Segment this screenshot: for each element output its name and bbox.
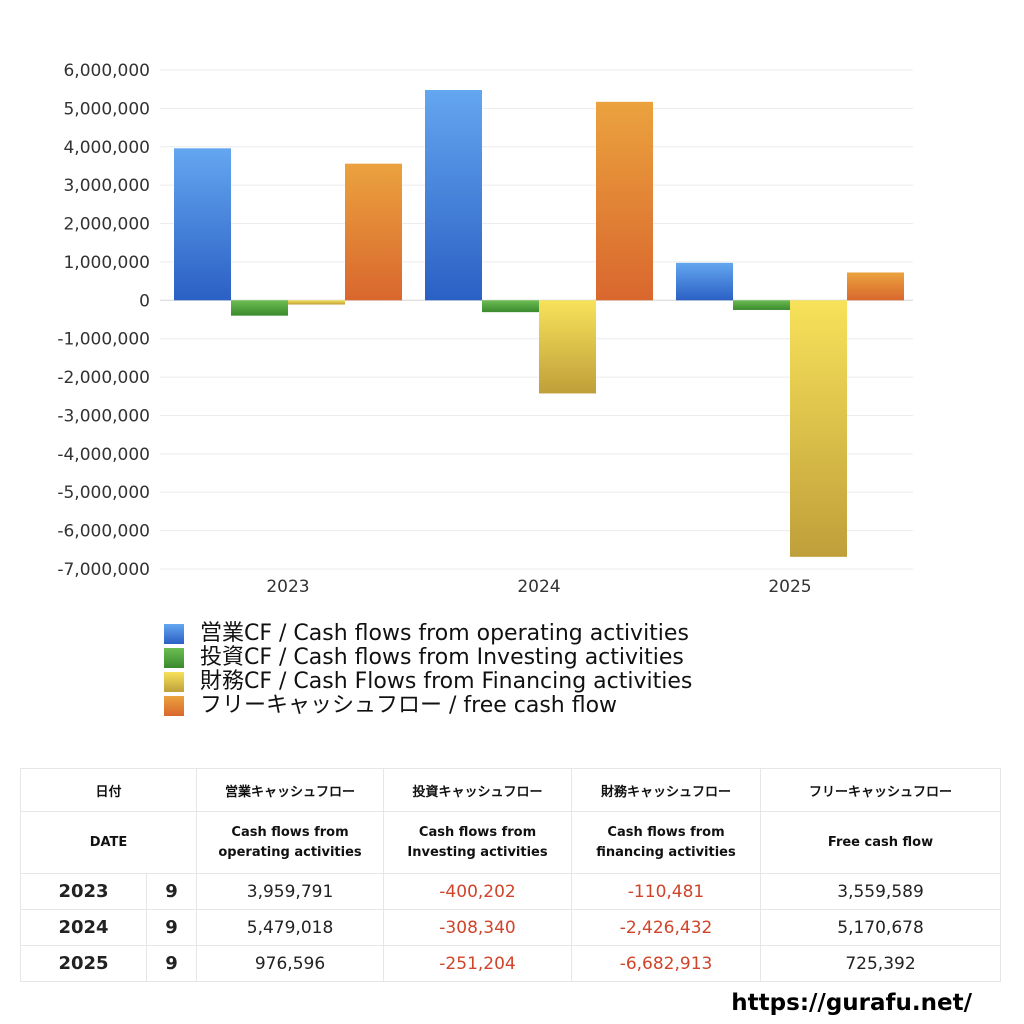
x-tick-label: 2025 bbox=[768, 577, 811, 597]
legend-label-free: フリーキャッシュフロー / free cash flow bbox=[200, 693, 618, 718]
row-financing: -2,426,432 bbox=[571, 909, 762, 946]
header-financing-jp: 財務キャッシュフロー bbox=[571, 768, 762, 812]
header-investing-jp: 投資キャッシュフロー bbox=[383, 768, 573, 812]
bar-financing-2024 bbox=[539, 300, 596, 394]
y-tick-label: -6,000,000 bbox=[57, 522, 150, 542]
row-month: 9 bbox=[145, 945, 198, 982]
row-year: 2024 bbox=[20, 909, 147, 946]
row-free: 5,170,678 bbox=[760, 909, 1002, 946]
legend-item-free: フリーキャッシュフロー / free cash flow bbox=[164, 694, 692, 718]
row-year: 2025 bbox=[20, 945, 147, 982]
legend-label-operating: 営業CF / Cash flows from operating activit… bbox=[200, 621, 689, 646]
row-operating: 3,959,791 bbox=[196, 873, 385, 910]
legend-swatch-operating bbox=[164, 624, 184, 644]
legend-item-financing: 財務CF / Cash Flows from Financing activit… bbox=[164, 670, 692, 694]
row-financing: -110,481 bbox=[571, 873, 762, 910]
bar-investing-2023 bbox=[231, 300, 288, 316]
bar-investing-2024 bbox=[482, 300, 539, 313]
legend-item-operating: 営業CF / Cash flows from operating activit… bbox=[164, 622, 692, 646]
header-financing-en-line1: Cash flows from bbox=[607, 824, 725, 840]
header-financing-en-line2: financing activities bbox=[596, 844, 736, 860]
grid-lines bbox=[160, 69, 913, 570]
bar-free-2023 bbox=[345, 163, 402, 301]
header-investing-en-line2: Investing activities bbox=[407, 844, 548, 860]
y-axis-ticks: 6,000,000 5,000,000 4,000,000 3,000,000 2,00… bbox=[57, 61, 150, 580]
y-tick-label: 6,000,000 bbox=[63, 61, 150, 81]
row-operating: 976,596 bbox=[196, 945, 385, 982]
y-tick-label: -3,000,000 bbox=[57, 406, 150, 426]
table-header-jp: 日付 営業キャッシュフロー 投資キャッシュフロー 財務キャッシュフロー フリーキ… bbox=[19, 768, 1002, 812]
row-financing: -6,682,913 bbox=[571, 945, 762, 982]
row-month: 9 bbox=[145, 873, 198, 910]
header-operating-jp: 営業キャッシュフロー bbox=[196, 768, 385, 812]
bar-financing-2025 bbox=[790, 300, 847, 557]
y-tick-label: 5,000,000 bbox=[63, 99, 150, 119]
row-operating: 5,479,018 bbox=[196, 909, 385, 946]
row-investing: -308,340 bbox=[383, 909, 573, 946]
header-date-jp: 日付 bbox=[19, 768, 198, 812]
x-tick-label: 2023 bbox=[266, 577, 309, 597]
y-tick-label: 0 bbox=[139, 291, 150, 311]
legend: 営業CF / Cash flows from operating activit… bbox=[164, 622, 692, 718]
legend-item-investing: 投資CF / Cash flows from Investing activit… bbox=[164, 646, 692, 670]
y-tick-label: -2,000,000 bbox=[57, 368, 150, 388]
site-url[interactable]: https://gurafu.net/ bbox=[731, 990, 972, 1016]
header-investing-en-line1: Cash flows from bbox=[418, 824, 537, 840]
y-tick-label: -7,000,000 bbox=[57, 560, 150, 580]
header-operating-en: Cash flows from operating activities bbox=[196, 811, 385, 874]
y-tick-label: -5,000,000 bbox=[57, 483, 150, 503]
bar-free-2024 bbox=[596, 101, 653, 301]
x-axis-ticks: 2023 2024 2025 bbox=[266, 577, 811, 597]
bar-operating-2024 bbox=[425, 89, 482, 301]
legend-label-financing: 財務CF / Cash Flows from Financing activit… bbox=[200, 669, 693, 694]
row-investing: -400,202 bbox=[383, 873, 573, 910]
bar-financing-2023 bbox=[288, 300, 345, 305]
header-free-jp: フリーキャッシュフロー bbox=[760, 768, 1002, 812]
header-date-en: DATE bbox=[19, 811, 198, 874]
x-tick-label: 2024 bbox=[517, 577, 560, 597]
y-tick-label: 1,000,000 bbox=[63, 253, 150, 273]
row-free: 3,559,589 bbox=[760, 873, 1002, 910]
bars bbox=[174, 89, 904, 557]
header-investing-en: Cash flows from Investing activities bbox=[383, 811, 573, 874]
table-row: 2023 9 3,959,791 -400,202 -110,481 3,559… bbox=[20, 873, 1002, 910]
header-operating-en-line1: Cash flows from bbox=[231, 824, 349, 840]
table-header-en: DATE Cash flows from operating activities… bbox=[19, 811, 1002, 874]
y-tick-label: -1,000,000 bbox=[57, 330, 150, 350]
table-row: 2025 9 976,596 -251,204 -6,682,913 725,3… bbox=[20, 945, 1002, 982]
legend-swatch-free bbox=[164, 696, 184, 716]
cash-flow-bar-chart: 6,000,000 5,000,000 4,000,000 3,000,000 2,00… bbox=[57, 61, 913, 597]
row-year: 2023 bbox=[20, 873, 147, 910]
header-free-en: Free cash flow bbox=[760, 811, 1002, 874]
legend-swatch-investing bbox=[164, 648, 184, 668]
bar-operating-2025 bbox=[676, 262, 733, 301]
y-tick-label: 4,000,000 bbox=[63, 138, 150, 158]
y-tick-label: 3,000,000 bbox=[63, 176, 150, 196]
cash-flow-table: 日付 営業キャッシュフロー 投資キャッシュフロー 財務キャッシュフロー フリーキ… bbox=[19, 768, 1002, 982]
legend-swatch-financing bbox=[164, 672, 184, 692]
y-tick-label: 2,000,000 bbox=[63, 215, 150, 235]
header-financing-en: Cash flows from financing activities bbox=[571, 811, 762, 874]
row-investing: -251,204 bbox=[383, 945, 573, 982]
y-tick-label: -4,000,000 bbox=[57, 445, 150, 465]
table-row: 2024 9 5,479,018 -308,340 -2,426,432 5,1… bbox=[20, 909, 1002, 946]
header-operating-en-line2: operating activities bbox=[218, 844, 362, 860]
row-month: 9 bbox=[145, 909, 198, 946]
bar-operating-2023 bbox=[174, 148, 231, 301]
row-free: 725,392 bbox=[760, 945, 1002, 982]
bar-free-2025 bbox=[847, 272, 904, 301]
bar-investing-2025 bbox=[733, 300, 790, 310]
legend-label-investing: 投資CF / Cash flows from Investing activit… bbox=[200, 645, 684, 670]
